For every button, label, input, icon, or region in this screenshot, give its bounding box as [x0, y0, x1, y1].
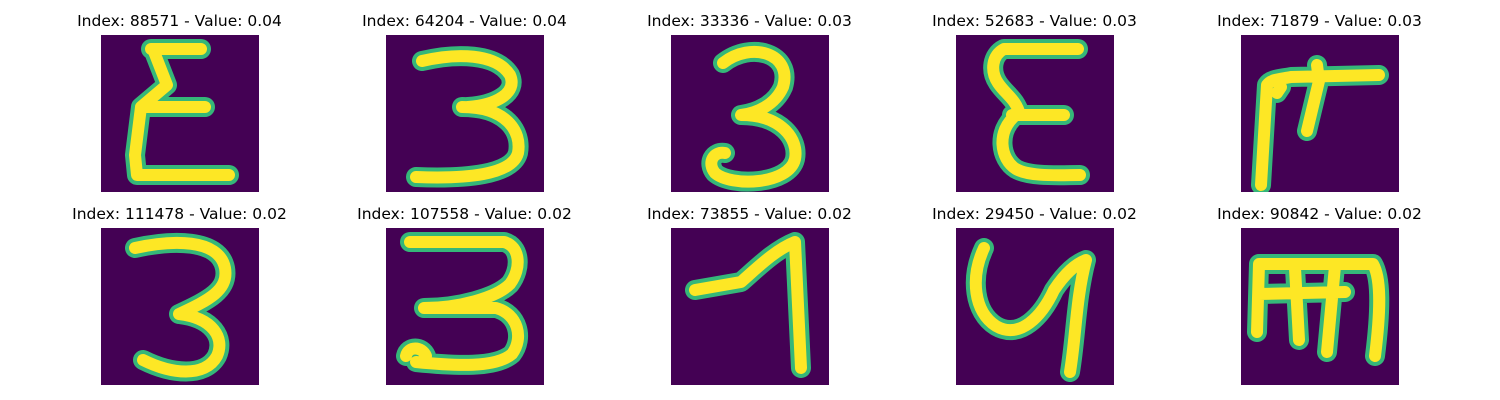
digit-image [671, 228, 829, 385]
panel: Index: 52683 - Value: 0.03 [892, 0, 1177, 193]
panel: Index: 73855 - Value: 0.02 [607, 193, 892, 386]
panel: Index: 88571 - Value: 0.04 [37, 0, 322, 193]
digit-image [1241, 228, 1399, 385]
panel-title: Index: 29450 - Value: 0.02 [932, 205, 1137, 223]
panel-title: Index: 52683 - Value: 0.03 [932, 12, 1137, 30]
panel: Index: 90842 - Value: 0.02 [1177, 193, 1462, 386]
panel: Index: 33336 - Value: 0.03 [607, 0, 892, 193]
digit-image [386, 35, 544, 192]
digit-image [956, 35, 1114, 192]
digit-image [101, 35, 259, 192]
digit-image [101, 228, 259, 385]
panel-title: Index: 64204 - Value: 0.04 [362, 12, 567, 30]
panel-title: Index: 71879 - Value: 0.03 [1217, 12, 1422, 30]
panel-title: Index: 90842 - Value: 0.02 [1217, 205, 1422, 223]
panel: Index: 71879 - Value: 0.03 [1177, 0, 1462, 193]
digit-image [671, 35, 829, 192]
panel-title: Index: 111478 - Value: 0.02 [72, 205, 287, 223]
digit-image [386, 228, 544, 385]
panel-title: Index: 88571 - Value: 0.04 [77, 12, 282, 30]
digit-image [956, 228, 1114, 385]
digit-image [1241, 35, 1399, 192]
panel-title: Index: 73855 - Value: 0.02 [647, 205, 852, 223]
panel-title: Index: 107558 - Value: 0.02 [357, 205, 572, 223]
panel-title: Index: 33336 - Value: 0.03 [647, 12, 852, 30]
panel: Index: 64204 - Value: 0.04 [322, 0, 607, 193]
panel: Index: 111478 - Value: 0.02 [37, 193, 322, 386]
panel: Index: 29450 - Value: 0.02 [892, 193, 1177, 386]
panel: Index: 107558 - Value: 0.02 [322, 193, 607, 386]
